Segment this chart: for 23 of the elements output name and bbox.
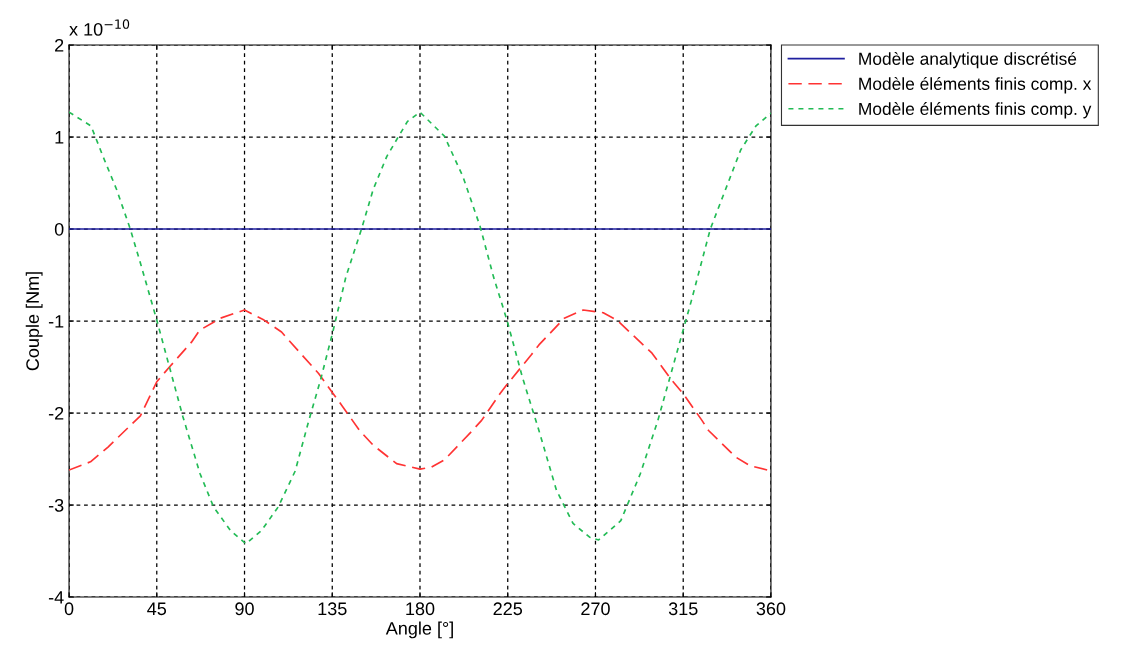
y-tick-label: -4 [48,591,64,604]
x-tick-label: 270 [581,602,610,616]
y-tick-label: 2 [55,38,64,52]
x-tick-label: 360 [756,602,786,616]
text: x 10$^{−10}$ [69,19,130,36]
x-tick-label: 135 [318,602,347,616]
x-tick-label: 315 [668,602,698,616]
x-axis-title: Angle [°] [385,621,453,639]
y-tick-label: -2 [48,406,64,420]
x-tick-label: 0 [64,602,74,616]
y-tick-label: 1 [55,131,64,144]
y-tick-label: -3 [48,498,64,512]
y-tick-label: -1 [48,315,64,328]
y-axis-title: Couple [Nm] [25,272,43,371]
legend-label: Modèle éléments finis comp. x [859,77,1092,94]
x-tick-label: 90 [235,602,254,616]
legend-label: Modèle éléments finis comp. y [859,102,1092,119]
x-tick-label: 45 [147,602,167,616]
legend-label: Modèle analytique discrétisé [859,51,1077,69]
line-series [69,111,771,545]
x-tick-label: 225 [493,602,523,616]
y-tick-label: 0 [54,222,64,236]
x-tick-label: 180 [406,602,435,616]
